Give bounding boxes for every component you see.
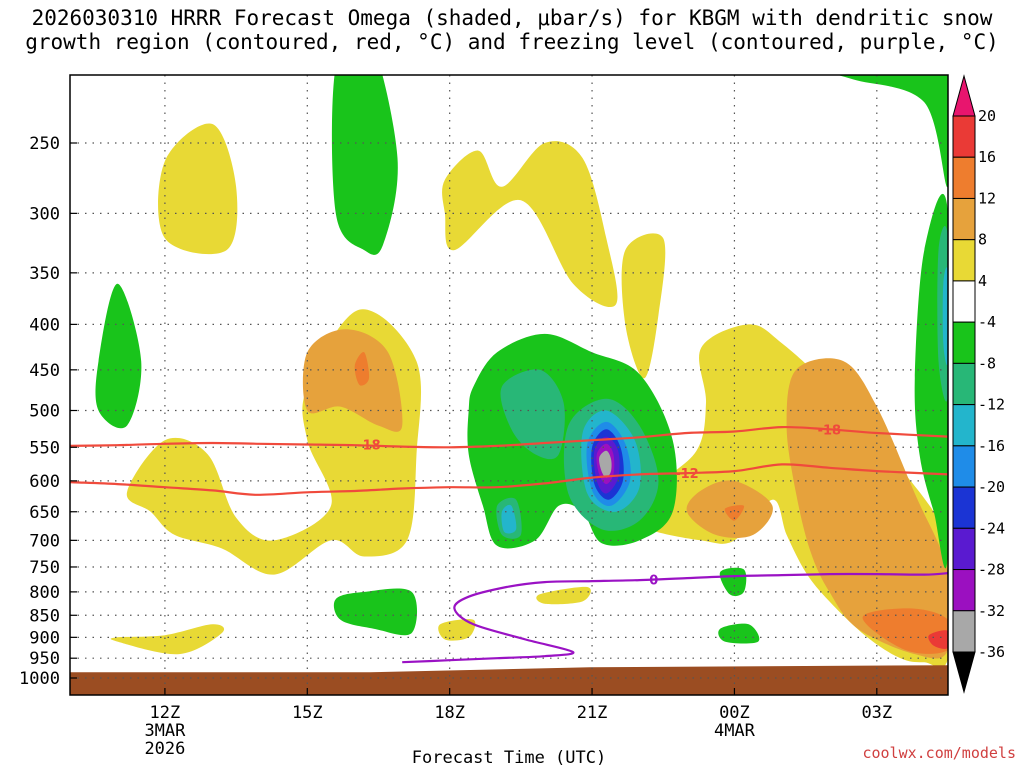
chart-title: 2026030310 HRRR Forecast Omega (shaded, … <box>0 6 1024 54</box>
y-tick-label-900: 900 <box>29 628 60 648</box>
y-tick-label-400: 400 <box>29 315 60 335</box>
colorbar-label-9: -20 <box>978 478 1005 496</box>
colorbar-band-6 <box>952 362 976 406</box>
y-tick-label-600: 600 <box>29 472 60 492</box>
omega-area-23 <box>500 369 565 460</box>
contour-line-1 <box>70 463 948 496</box>
colorbar-band-7 <box>952 404 976 447</box>
y-tick-label-950: 950 <box>29 649 60 669</box>
colorbar-label-10: -24 <box>978 519 1005 537</box>
x-tick-label-00Z: 00Z <box>719 703 750 723</box>
colorbar-band-11 <box>952 569 976 612</box>
x-tick-sub1-12Z: 3MAR <box>144 721 186 741</box>
x-tick-sub1-00Z: 4MAR <box>714 721 756 741</box>
contour-line-2 <box>402 572 948 664</box>
omega-area-13 <box>862 608 948 654</box>
contours: -18 -18 -12 0 <box>70 423 948 664</box>
omega-area-21 <box>718 623 760 644</box>
y-tick-label-650: 650 <box>29 503 60 523</box>
omega-area-10 <box>786 358 948 659</box>
plot-frame <box>69 74 949 696</box>
colorbar-label-12: -32 <box>978 602 1005 620</box>
omega-area-6 <box>536 586 591 605</box>
x-tick-label-12Z: 12Z <box>150 703 181 723</box>
colorbar-label-8: -16 <box>978 437 1005 455</box>
colorbar-band-2 <box>952 197 976 241</box>
x-tick-label-18Z: 18Z <box>434 703 465 723</box>
colorbar-label-6: -8 <box>978 354 996 372</box>
colorbar-band-0 <box>952 115 976 158</box>
colorbar-label-1: 16 <box>978 148 996 166</box>
omega-area-11 <box>354 352 370 386</box>
omega-area-15 <box>95 283 142 429</box>
omega-area-2 <box>442 141 618 308</box>
colorbar-band-3 <box>952 239 976 282</box>
omega-area-8 <box>302 329 403 432</box>
credit-link[interactable]: coolwx.com/models <box>862 744 1016 762</box>
y-tick-label-850: 850 <box>29 606 60 626</box>
y-tick-label-1000: 1000 <box>19 669 60 689</box>
x-tick-label-21Z: 21Z <box>577 703 608 723</box>
y-tick-label-300: 300 <box>29 204 60 224</box>
omega-area-19 <box>333 588 418 636</box>
colorbar: 20 16 12 8 4 -4 -8 -12 -16 -20 -24 -28 -32 -36 <box>952 74 1005 694</box>
ground-area <box>70 665 948 695</box>
contour-line-0 <box>70 425 948 449</box>
colorbar-band-8 <box>952 445 976 488</box>
y-tick-label-350: 350 <box>29 264 60 284</box>
x-tick-sub2-12Z: 2026 <box>144 739 185 759</box>
omega-shading <box>95 75 948 668</box>
colorbar-arrow-top <box>952 74 976 117</box>
colorbar-band-4 <box>952 280 976 323</box>
colorbar-label-13: -36 <box>978 643 1005 661</box>
chart-title-line-2: growth region (contoured, red, °C) and f… <box>25 30 999 54</box>
colorbar-label-5: -4 <box>978 313 996 331</box>
colorbar-label-7: -12 <box>978 396 1005 414</box>
x-axis-label: Forecast Time (UTC) <box>412 748 606 768</box>
omega-area-34 <box>599 450 612 478</box>
contour-label-2: -12 <box>675 467 699 482</box>
colorbar-band-9 <box>952 486 976 529</box>
omega-area-7 <box>621 233 666 379</box>
colorbar-arrow-bottom <box>952 651 976 694</box>
omega-area-14 <box>928 630 948 649</box>
chart-title-line-1: 2026030310 HRRR Forecast Omega (shaded, … <box>31 6 993 30</box>
y-tick-label-750: 750 <box>29 558 60 578</box>
colorbar-label-11: -28 <box>978 561 1005 579</box>
x-tick-label-15Z: 15Z <box>292 703 323 723</box>
colorbar-band-5 <box>952 321 976 364</box>
omega-area-5 <box>438 619 476 641</box>
colorbar-band-10 <box>952 527 976 571</box>
colorbar-label-4: 4 <box>978 272 987 290</box>
colorbar-band-1 <box>952 156 976 199</box>
omega-area-16 <box>331 75 398 255</box>
contour-label-1: -18 <box>818 423 842 438</box>
colorbar-label-3: 8 <box>978 231 987 249</box>
ground-fill <box>70 665 948 695</box>
y-tick-label-500: 500 <box>29 402 60 422</box>
omega-area-17 <box>837 75 948 187</box>
omega-area-4 <box>110 624 225 655</box>
y-tick-label-800: 800 <box>29 583 60 603</box>
y-tick-label-450: 450 <box>29 361 60 381</box>
y-tick-label-550: 550 <box>29 438 60 458</box>
omega-area-12 <box>724 505 745 521</box>
omega-area-29 <box>942 267 948 366</box>
colorbar-band-12 <box>952 610 976 653</box>
contour-label-0: -18 <box>357 438 381 453</box>
x-tick-label-03Z: 03Z <box>861 703 892 723</box>
colorbar-label-0: 20 <box>978 107 996 125</box>
y-tick-label-250: 250 <box>29 134 60 154</box>
omega-area-0 <box>158 123 238 255</box>
axes: 2503003504004505005506006507007508008509… <box>19 74 949 768</box>
contour-label-3: 0 <box>649 574 658 589</box>
y-tick-label-700: 700 <box>29 531 60 551</box>
colorbar-label-2: 12 <box>978 189 996 207</box>
